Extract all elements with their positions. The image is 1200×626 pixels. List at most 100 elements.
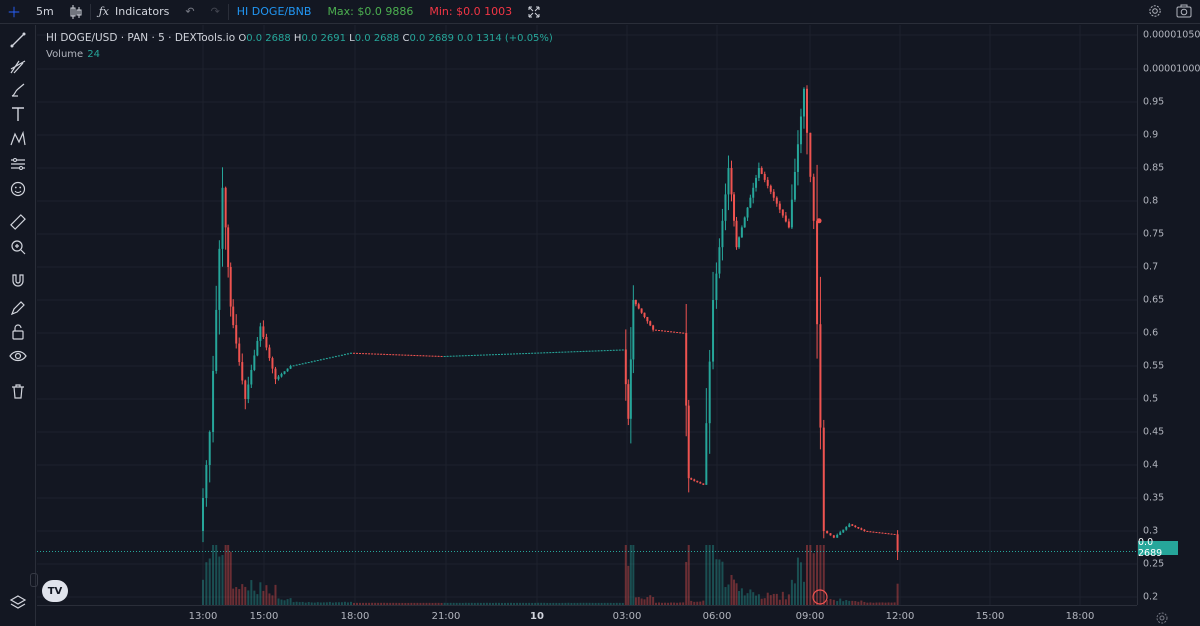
price-tick-label: 0.9 <box>1143 129 1159 141</box>
volume-bar <box>256 594 259 605</box>
time-axis[interactable]: 13:00 15:00 18:00 21:00 10 03:00 06:00 09:00 12:… <box>37 605 1137 626</box>
candle-body <box>247 384 250 399</box>
volume-bar <box>787 594 790 605</box>
volume-bar <box>655 602 657 605</box>
volume-bar <box>735 583 738 605</box>
candle-body <box>392 354 395 356</box>
price-axis[interactable]: 0.00001050 0.00001000 0.95 0.9 0.85 0.8 0.75 0.… <box>1137 25 1200 605</box>
candle-body <box>449 355 452 357</box>
volume-bar <box>298 602 301 605</box>
time-tick-label: 12:00 <box>885 611 915 622</box>
candle-body <box>374 353 377 355</box>
candle-body <box>346 353 349 355</box>
volume-bar <box>896 583 899 605</box>
candle-body <box>407 354 410 356</box>
candle-body <box>528 352 531 354</box>
volume-bar <box>588 602 591 605</box>
emoji-icon[interactable] <box>6 178 30 200</box>
camera-icon[interactable] <box>1176 4 1192 21</box>
toolbar-right <box>1148 0 1192 24</box>
candle-body <box>437 355 440 357</box>
scroll-left-button[interactable] <box>30 573 38 587</box>
axis-settings-icon[interactable] <box>1155 610 1169 624</box>
candle-body <box>316 360 319 362</box>
volume-bar <box>268 593 271 605</box>
candle-body <box>822 427 825 531</box>
trend-line-icon[interactable] <box>6 29 30 51</box>
candle-body <box>778 203 781 210</box>
layers-icon[interactable] <box>6 591 30 613</box>
candle-body <box>816 220 819 325</box>
trash-icon[interactable] <box>6 380 30 402</box>
price-chart[interactable] <box>37 25 1137 605</box>
brush-icon[interactable] <box>6 79 30 101</box>
candle-body <box>848 524 851 528</box>
candle-body <box>428 355 431 357</box>
volume-bar <box>295 601 298 605</box>
undo-icon[interactable]: ↶ <box>185 5 195 18</box>
candle-body <box>624 349 627 385</box>
candle-body <box>224 187 227 228</box>
candle-body <box>564 351 567 353</box>
volume-bar <box>410 602 413 605</box>
settings-gear-icon[interactable] <box>1148 4 1162 21</box>
pitchfork-icon[interactable] <box>6 55 30 77</box>
candle-body <box>395 354 398 356</box>
interval-button[interactable]: 5m <box>28 0 62 24</box>
candle-body <box>685 333 688 406</box>
crosshair-icon[interactable] <box>0 0 28 24</box>
candle-body <box>637 304 640 309</box>
volume-bar <box>579 602 582 605</box>
pencil-lock-icon[interactable] <box>6 297 30 319</box>
price-tick-label: 0.00001050 <box>1143 29 1200 41</box>
tradingview-logo[interactable]: TV <box>42 580 68 602</box>
magnet-icon[interactable] <box>6 270 30 292</box>
symbol-title[interactable]: HI DOGE/USD · PAN · 5 · DEXTools.io <box>46 32 236 44</box>
candle-body <box>802 88 805 117</box>
volume-bar <box>769 595 772 605</box>
candle-body <box>812 176 815 221</box>
volume-bar <box>428 602 431 605</box>
volume-bar <box>829 598 832 605</box>
lock-icon[interactable] <box>6 321 30 343</box>
indicators-button[interactable]: ƒx Indicators <box>91 0 178 24</box>
volume-bar <box>549 602 552 605</box>
candle-style-icon[interactable] <box>62 0 90 24</box>
volume-bar <box>766 592 769 605</box>
pair-link[interactable]: HI DOGE/BNB <box>236 5 312 18</box>
prediction-icon[interactable] <box>6 153 30 175</box>
text-tool-icon[interactable] <box>6 103 30 125</box>
candle-body <box>546 352 549 354</box>
candle-body <box>253 355 256 370</box>
drawing-toolbar <box>0 25 36 626</box>
volume-bar <box>208 558 211 605</box>
time-tick-label: 15:00 <box>975 611 1005 622</box>
volume-bar <box>646 597 649 605</box>
pattern-icon[interactable] <box>6 128 30 150</box>
fullscreen-icon[interactable] <box>520 0 548 24</box>
candle-body <box>491 354 494 356</box>
candle-body <box>368 353 371 355</box>
redo-icon[interactable]: ↷ <box>210 5 220 18</box>
eye-icon[interactable] <box>6 345 30 367</box>
ruler-icon[interactable] <box>6 211 30 233</box>
candle-body <box>618 349 621 351</box>
zoom-icon[interactable] <box>6 236 30 258</box>
candle-body <box>283 371 286 374</box>
candle-body <box>256 340 259 356</box>
candle-body <box>507 353 510 355</box>
volume-bar <box>241 584 244 605</box>
volume-bar <box>624 545 627 605</box>
price-tick-label: 0.65 <box>1143 294 1165 306</box>
volume-bar <box>416 602 419 605</box>
candle-body <box>576 351 579 353</box>
volume-bar <box>371 602 374 605</box>
volume-bar <box>383 602 386 605</box>
candle-body <box>319 359 322 361</box>
volume-bar <box>215 545 218 605</box>
volume-bar <box>597 602 600 605</box>
candle-body <box>500 353 503 355</box>
volume-bar <box>819 545 822 605</box>
volume-bar <box>890 602 893 605</box>
candle-body <box>280 373 283 377</box>
